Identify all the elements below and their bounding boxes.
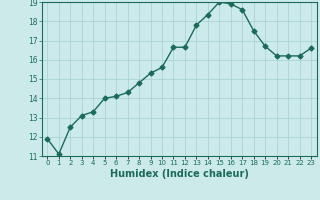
X-axis label: Humidex (Indice chaleur): Humidex (Indice chaleur) (110, 169, 249, 179)
